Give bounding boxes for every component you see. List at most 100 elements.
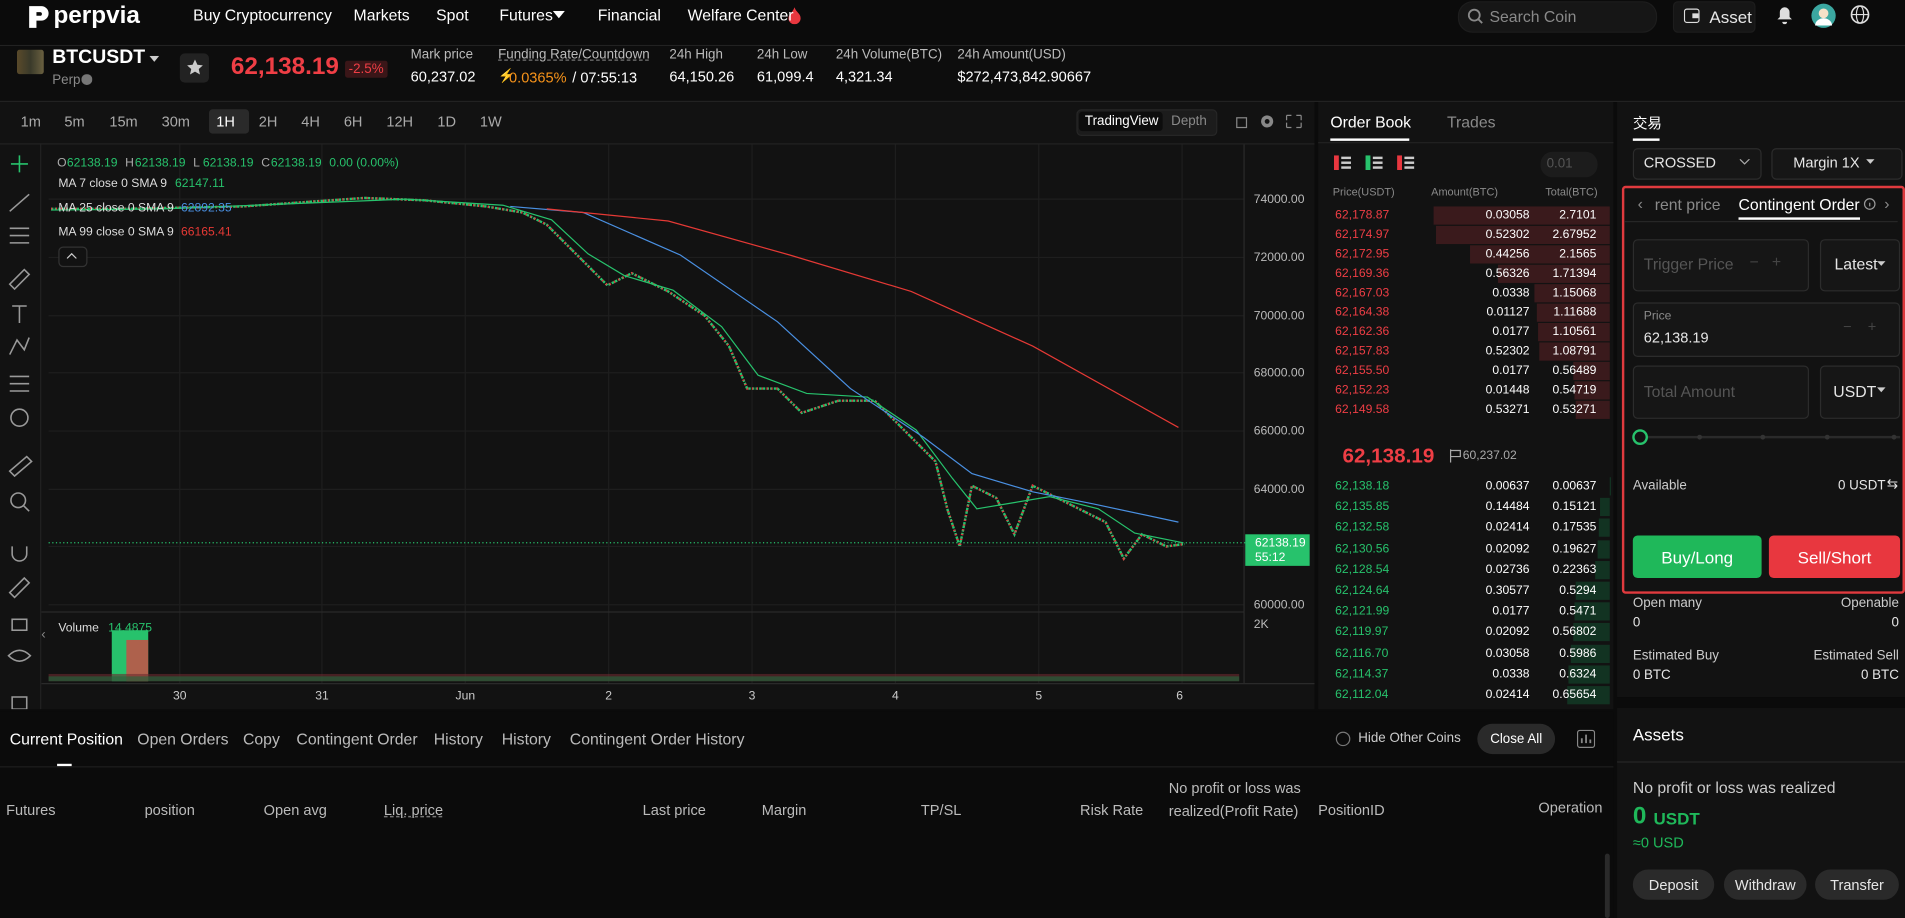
time-axis-label: 5 (1035, 689, 1043, 704)
book-price[interactable]: 62,116.70 (1335, 646, 1389, 661)
position-tab[interactable]: Current Position (9, 729, 123, 749)
order-book-tab[interactable]: Order Book (1330, 112, 1412, 132)
nav-link[interactable]: Financial (597, 6, 661, 25)
book-price[interactable]: 62,157.83 (1335, 344, 1390, 359)
precision[interactable]: 0.01 (1546, 156, 1573, 172)
chart-icon[interactable] (1576, 729, 1596, 749)
time-axis-label: 4 (892, 689, 899, 704)
collapse-legend[interactable] (58, 246, 88, 268)
nav-link[interactable]: Spot (436, 6, 469, 25)
book-price[interactable]: 62,138.18 (1335, 479, 1390, 494)
interval[interactable]: 1D (437, 112, 457, 130)
globe-icon[interactable] (1850, 5, 1870, 24)
interval[interactable]: 2H (258, 112, 278, 130)
amount-input[interactable] (1632, 365, 1809, 419)
avatar[interactable] (1810, 2, 1837, 29)
price-input[interactable] (1632, 302, 1901, 358)
asset-label[interactable]: Asset (1709, 7, 1752, 27)
interval[interactable]: 30m (161, 112, 190, 130)
leverage[interactable]: Margin 1X (1793, 154, 1860, 172)
margin-mode[interactable]: CROSSED (1643, 154, 1716, 172)
position-tab[interactable]: Copy (242, 729, 280, 749)
book-price[interactable]: 62,112.04 (1335, 688, 1389, 702)
book-price[interactable]: 62,124.64 (1335, 584, 1390, 598)
slider[interactable] (1632, 429, 1902, 446)
book-price[interactable]: 62,128.54 (1335, 563, 1390, 577)
book-price[interactable]: 62,130.56 (1335, 542, 1390, 556)
stepper[interactable]: − + (1749, 252, 1782, 271)
interval[interactable]: 4H (301, 112, 320, 130)
checkbox[interactable] (1335, 731, 1351, 747)
ohlc-value: 62138.19 (134, 156, 186, 171)
close-all-button[interactable]: Close All (1477, 723, 1556, 755)
book-price[interactable]: 62,121.99 (1335, 604, 1390, 619)
interval[interactable]: 15m (109, 112, 138, 130)
logo[interactable]: perpvia (53, 2, 140, 30)
book-price[interactable]: 62,169.36 (1335, 267, 1390, 281)
view-tab[interactable]: TradingView (1084, 114, 1159, 129)
book-price[interactable]: 62,149.58 (1335, 403, 1390, 417)
tab-next[interactable]: › (1884, 194, 1890, 213)
time-axis-label: 31 (315, 689, 329, 704)
interval[interactable]: 12H (386, 112, 414, 130)
interval[interactable]: 1m (20, 112, 41, 130)
drawing-toolbar[interactable] (5, 151, 37, 710)
interval[interactable]: 1H (216, 112, 235, 130)
unit-select[interactable] (1819, 365, 1901, 419)
book-total: 0.15121 (1552, 500, 1597, 514)
trigger-input[interactable] (1632, 239, 1809, 292)
stepper[interactable]: − + (1843, 318, 1877, 336)
book-price[interactable]: 62,119.97 (1335, 625, 1389, 640)
book-price[interactable]: 62,132.58 (1335, 521, 1390, 535)
interval[interactable]: 1W (479, 112, 502, 130)
asset-button[interactable] (1672, 1, 1756, 33)
position-tab[interactable]: Contingent Order History (569, 729, 745, 749)
book-total: 0.00637 (1552, 479, 1597, 494)
bell-icon[interactable] (1776, 6, 1793, 25)
position-tab[interactable]: Contingent Order (296, 729, 418, 749)
leverage-select[interactable] (1771, 148, 1903, 180)
book-price[interactable]: 62,174.97 (1335, 228, 1390, 242)
book-price[interactable]: 62,162.36 (1335, 325, 1390, 339)
buy-button[interactable]: Buy/Long (1632, 535, 1762, 579)
book-price[interactable]: 62,155.50 (1335, 364, 1390, 378)
trigger-type-select[interactable] (1819, 239, 1901, 292)
unit[interactable]: USDT (1833, 382, 1877, 401)
transfer-icon[interactable]: ⇆ (1886, 477, 1898, 492)
order-tab[interactable]: rent price (1654, 195, 1721, 214)
symbol[interactable]: BTCUSDT (52, 47, 146, 69)
position-tab[interactable]: Open Orders (137, 729, 229, 749)
nav-link[interactable]: Futures (499, 6, 553, 25)
nav-link[interactable]: Welfare Center (687, 6, 794, 25)
book-price[interactable]: 62,152.23 (1335, 383, 1390, 398)
book-price[interactable]: 62,164.38 (1335, 306, 1390, 320)
precision-select[interactable] (1540, 151, 1598, 178)
tab-prev[interactable]: ‹ (1637, 194, 1643, 213)
position-tab[interactable]: History (501, 729, 551, 749)
book-price[interactable]: 62,135.85 (1335, 500, 1390, 514)
view-tab[interactable]: Depth (1171, 114, 1207, 129)
collapse-left[interactable]: ‹ (41, 627, 46, 643)
book-price[interactable]: 62,178.87 (1335, 208, 1390, 223)
search-box[interactable] (1457, 1, 1658, 33)
position-tab[interactable]: History (433, 729, 483, 749)
chart-tools[interactable] (1233, 113, 1303, 130)
price-value[interactable]: 62,138.19 (1643, 329, 1709, 347)
sell-button[interactable]: Sell/Short (1768, 535, 1901, 579)
interval[interactable]: 6H (343, 112, 363, 130)
hide-other-coins[interactable]: Hide Other Coins (1358, 731, 1461, 746)
book-price[interactable]: 62,114.37 (1335, 667, 1389, 681)
trigger-type[interactable]: Latest (1834, 255, 1878, 274)
book-price[interactable]: 62,172.95 (1335, 247, 1390, 262)
nav-link[interactable]: Markets (353, 6, 410, 25)
margin-mode-select[interactable] (1632, 148, 1762, 180)
transfer-button[interactable]: Transfer (1815, 869, 1899, 900)
deposit-button[interactable]: Deposit (1632, 869, 1715, 900)
trades-tab[interactable]: Trades (1446, 112, 1496, 132)
interval[interactable]: 5m (64, 112, 85, 130)
book-view-icons[interactable] (1333, 154, 1419, 171)
book-price[interactable]: 62,167.03 (1335, 286, 1390, 300)
order-tab[interactable]: Contingent Order (1738, 195, 1860, 214)
withdraw-button[interactable]: Withdraw (1723, 869, 1807, 900)
nav-link[interactable]: Buy Cryptocurrency (193, 6, 332, 25)
